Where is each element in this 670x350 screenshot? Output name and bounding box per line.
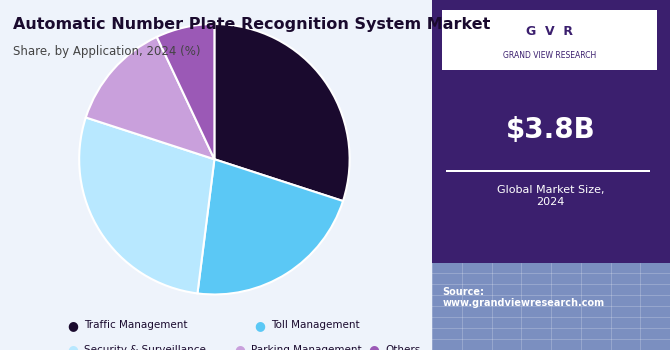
Wedge shape [86,37,214,159]
Text: Others: Others [385,345,421,350]
Wedge shape [157,24,214,159]
Text: G  V  R: G V R [526,25,573,38]
Text: $3.8B: $3.8B [506,116,596,144]
Text: Automatic Number Plate Recognition System Market: Automatic Number Plate Recognition Syste… [13,18,490,33]
Text: Security & Surveillance: Security & Surveillance [84,345,206,350]
Text: ●: ● [67,319,78,332]
Wedge shape [79,118,214,293]
Text: Toll Management: Toll Management [271,321,360,330]
Wedge shape [214,24,350,201]
Wedge shape [198,159,343,294]
Text: Source:
www.grandviewresearch.com: Source: www.grandviewresearch.com [442,287,604,308]
Text: ●: ● [67,343,78,350]
Text: Global Market Size,
2024: Global Market Size, 2024 [497,185,604,207]
Text: ●: ● [369,343,379,350]
Text: Share, by Application, 2024 (%): Share, by Application, 2024 (%) [13,46,201,58]
Text: ●: ● [234,343,245,350]
Text: ●: ● [255,319,265,332]
Text: Parking Management: Parking Management [251,345,362,350]
Text: Traffic Management: Traffic Management [84,321,187,330]
Text: GRAND VIEW RESEARCH: GRAND VIEW RESEARCH [502,51,596,60]
